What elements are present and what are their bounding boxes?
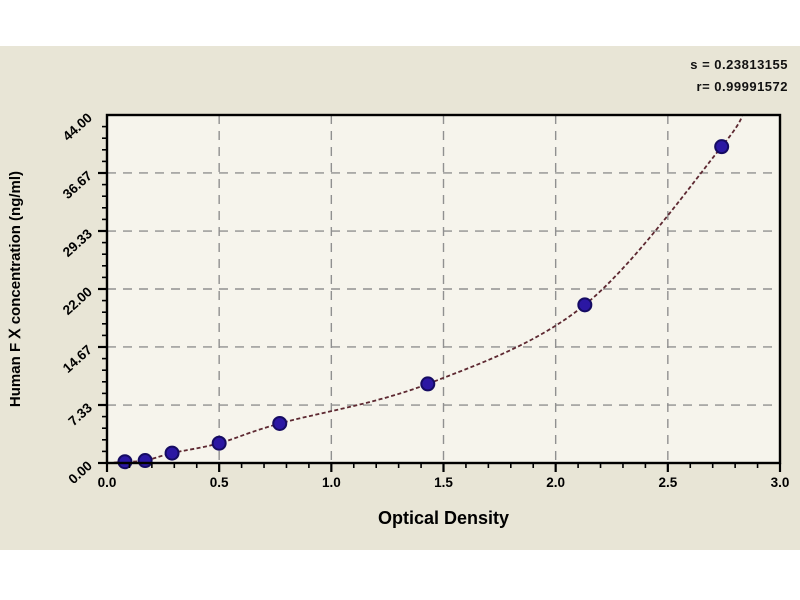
data-point — [117, 454, 133, 470]
y-tick-label: 7.33 — [65, 400, 95, 429]
fit-r-value: r= 0.99991572 — [696, 79, 788, 94]
data-point — [211, 435, 227, 451]
data-point — [164, 445, 180, 461]
y-tick-label: 14.67 — [60, 342, 95, 376]
fit-s-value: s = 0.23813155 — [690, 57, 788, 72]
data-point — [272, 415, 288, 431]
data-point — [137, 453, 153, 469]
x-tick-label: 1.5 — [434, 475, 453, 490]
data-point — [577, 297, 593, 313]
fit-statistics: s = 0.23813155 r= 0.99991572 — [690, 54, 788, 98]
y-tick-label: 44.00 — [60, 110, 95, 144]
y-tick-label: 29.33 — [60, 226, 96, 260]
data-point — [714, 139, 730, 155]
x-tick-label: 3.0 — [771, 475, 790, 490]
y-tick-label: 0.00 — [65, 458, 95, 487]
y-axis-title: Human F Ⅹ concentration (ng/ml) — [7, 170, 24, 408]
data-point — [420, 376, 436, 392]
x-tick-label: 0.5 — [210, 475, 229, 490]
y-tick-label: 36.67 — [60, 168, 95, 202]
x-axis-title: Optical Density — [377, 508, 510, 528]
x-tick-label: 1.0 — [322, 475, 341, 490]
x-tick-label: 0.0 — [98, 475, 117, 490]
y-tick-label: 22.00 — [60, 284, 95, 318]
x-tick-label: 2.0 — [546, 475, 565, 490]
x-tick-label: 2.5 — [658, 475, 677, 490]
